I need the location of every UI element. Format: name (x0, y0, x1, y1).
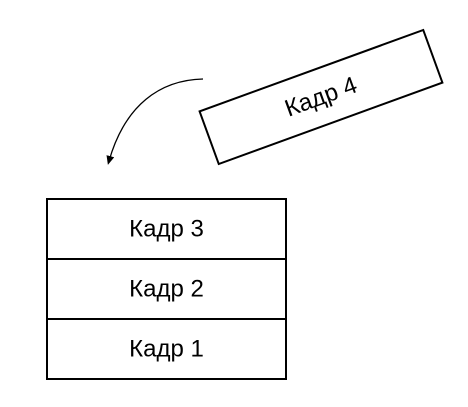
stack-frame-2: Кадр 2 (46, 258, 287, 320)
stack-frame-2-label: Кадр 2 (129, 276, 204, 303)
stack-frame-3-label: Кадр 3 (129, 216, 204, 243)
stack-frame-1: Кадр 1 (46, 318, 287, 380)
push-arrow (106, 78, 204, 165)
stack-frame-1-label: Кадр 1 (129, 336, 204, 363)
frame-stack: Кадр 3 Кадр 2 Кадр 1 (46, 198, 287, 380)
incoming-frame: Кадр 4 (198, 28, 444, 166)
stack-frame-3: Кадр 3 (46, 198, 287, 260)
